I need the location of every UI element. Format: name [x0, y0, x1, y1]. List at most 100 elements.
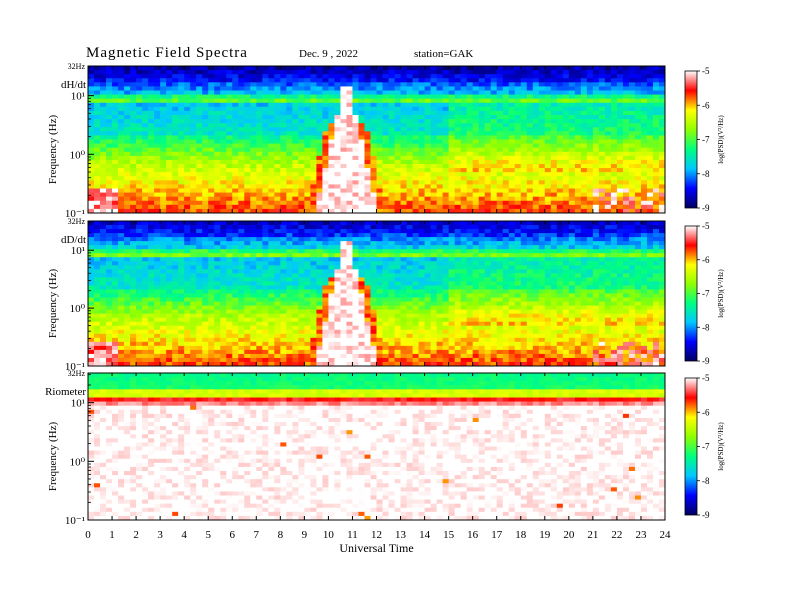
- spectrogram-cell: [178, 269, 185, 274]
- spectrogram-cell: [310, 90, 317, 95]
- spectrogram-cell: [274, 176, 281, 181]
- spectrogram-cell: [202, 131, 209, 136]
- spectrogram-cell: [268, 110, 275, 116]
- spectrogram-cell: [112, 110, 119, 116]
- spectrogram-cell: [346, 225, 353, 230]
- spectrogram-cell: [178, 135, 185, 140]
- spectrogram-cell: [604, 249, 612, 254]
- spectrogram-cell: [394, 155, 401, 161]
- spectrogram-cell: [208, 139, 215, 144]
- spectrogram-cell: [124, 265, 131, 270]
- spectrogram-cell: [208, 82, 215, 87]
- spectrogram-cell: [154, 82, 161, 87]
- spectrogram-cell: [400, 66, 407, 71]
- spectrogram-cell: [598, 176, 606, 181]
- spectrogram-cell: [106, 257, 113, 262]
- spectrogram-cell: [340, 123, 347, 128]
- spectrogram-cell: [370, 200, 377, 206]
- spectrogram-cell: [256, 277, 263, 282]
- spectrogram-cell: [472, 119, 480, 124]
- spectrogram-cell: [562, 147, 570, 153]
- spectrogram-cell: [94, 208, 101, 214]
- spectrogram-cell: [304, 102, 311, 108]
- spectrogram-cell: [490, 192, 498, 198]
- spectrogram-cell: [328, 277, 335, 282]
- spectrogram-cell: [322, 245, 329, 250]
- spectrogram-cell: [352, 115, 359, 120]
- spectrogram-cell: [376, 221, 383, 226]
- spectrogram-cell: [436, 192, 444, 198]
- spectrogram-cell: [118, 273, 125, 278]
- spectrogram-cell: [520, 176, 528, 181]
- spectrogram-cell: [550, 115, 558, 120]
- spectrogram-cell: [250, 229, 257, 234]
- spectrogram-cell: [406, 151, 413, 157]
- spectrogram-cell: [154, 106, 161, 112]
- spectrogram-cell: [184, 94, 191, 100]
- spectrogram-cell: [274, 82, 281, 87]
- spectrogram-cell: [634, 123, 642, 128]
- spectrogram-cell: [616, 119, 624, 124]
- spectrogram-cell: [130, 273, 137, 278]
- spectrogram-cell: [508, 78, 516, 83]
- spectrogram-cell: [448, 208, 456, 214]
- spectrogram-cell: [268, 196, 275, 202]
- spectrogram-cell: [586, 180, 594, 185]
- spectrogram-cell: [304, 192, 311, 198]
- spectrogram-cell: [460, 102, 468, 108]
- spectrogram-cell: [250, 106, 257, 112]
- spectrogram-cell: [472, 127, 480, 132]
- spectrogram-cell: [496, 237, 504, 242]
- spectrogram-cell: [94, 164, 101, 169]
- spectrogram-cell: [226, 208, 233, 214]
- spectrogram-cell: [442, 241, 450, 246]
- spectrogram-cell: [658, 204, 666, 210]
- spectrogram-cell: [634, 98, 642, 104]
- spectrogram-cell: [652, 106, 660, 112]
- spectrogram-cell: [370, 225, 377, 230]
- spectrogram-cell: [100, 261, 107, 266]
- spectrogram-cell: [658, 257, 666, 262]
- spectrogram-cell: [262, 102, 269, 108]
- spectrogram-cell: [508, 164, 516, 169]
- spectrogram-cell: [178, 184, 185, 189]
- spectrogram-cell: [184, 86, 191, 91]
- spectrogram-cell: [520, 155, 528, 161]
- spectrogram-cell: [136, 253, 143, 258]
- spectrogram-cell: [406, 155, 413, 161]
- spectrogram-cell: [640, 147, 648, 153]
- spectrogram-cell: [292, 74, 299, 79]
- spectrogram-cell: [406, 135, 413, 140]
- spectrogram-cell: [646, 176, 654, 181]
- spectrogram-cell: [262, 241, 269, 246]
- spectrogram-cell: [262, 257, 269, 262]
- spectrogram-cell: [628, 273, 636, 278]
- spectrogram-cell: [298, 143, 305, 149]
- spectrogram-cell: [190, 94, 197, 100]
- spectrogram-cell: [550, 265, 558, 270]
- spectrogram-cell: [568, 74, 576, 79]
- spectrogram-cell: [652, 265, 660, 270]
- spectrogram-cell: [556, 229, 564, 234]
- spectrogram-cell: [334, 253, 341, 258]
- spectrogram-cell: [322, 196, 329, 202]
- spectrogram-cell: [568, 204, 576, 210]
- spectrogram-cell: [526, 176, 534, 181]
- spectrogram-cell: [214, 265, 221, 270]
- spectrogram-cell: [616, 86, 624, 91]
- spectrogram-cell: [340, 245, 347, 250]
- spectrogram-cell: [256, 98, 263, 104]
- spectrogram-cell: [328, 253, 335, 258]
- spectrogram-cell: [568, 249, 576, 254]
- spectrogram-cell: [232, 115, 239, 120]
- spectrogram-cell: [310, 204, 317, 210]
- spectrogram-cell: [226, 86, 233, 91]
- spectrogram-cell: [466, 115, 474, 120]
- spectrogram-cell: [100, 281, 107, 286]
- spectrogram-cell: [400, 192, 407, 198]
- spectrogram-cell: [286, 74, 293, 79]
- spectrogram-cell: [460, 127, 468, 132]
- spectrogram-cell: [460, 172, 468, 177]
- spectrogram-cell: [424, 180, 431, 185]
- spectrogram-cell: [520, 135, 528, 140]
